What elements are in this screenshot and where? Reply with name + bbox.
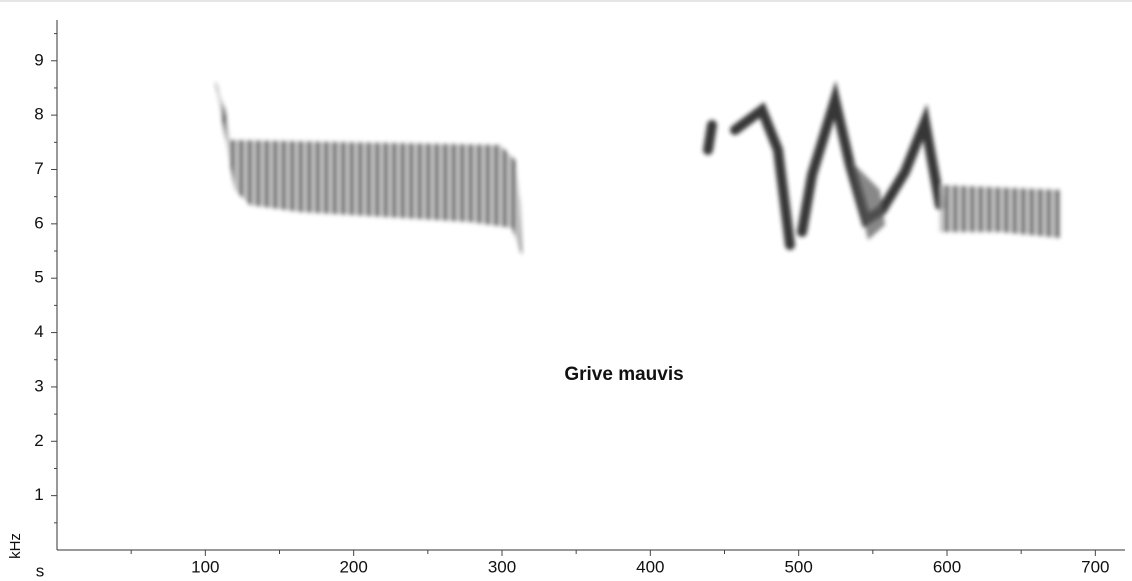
y-tick-label: 6 xyxy=(34,213,43,232)
x-axis-label: s xyxy=(36,561,45,580)
x-tick-label: 200 xyxy=(339,557,367,576)
annotation: Grive mauvis xyxy=(564,364,683,385)
y-tick-label: 1 xyxy=(34,485,43,504)
x-tick-label: 100 xyxy=(191,557,219,576)
y-tick-label: 3 xyxy=(34,376,43,395)
y-axis-label: kHz xyxy=(7,533,24,559)
y-tick-label: 8 xyxy=(34,105,43,124)
y-tick-label: 9 xyxy=(34,50,43,69)
y-tick-label: 4 xyxy=(34,322,43,341)
x-tick-label: 400 xyxy=(636,557,664,576)
y-tick-label: 5 xyxy=(34,268,43,287)
x-tick-label: 300 xyxy=(488,557,516,576)
spectrogram-trace xyxy=(215,80,1060,255)
x-tick-label: 600 xyxy=(933,557,961,576)
x-tick-label: 700 xyxy=(1081,557,1109,576)
x-tick-label: 500 xyxy=(784,557,812,576)
y-tick-label: 2 xyxy=(34,431,43,450)
y-tick-label: 7 xyxy=(34,159,43,178)
